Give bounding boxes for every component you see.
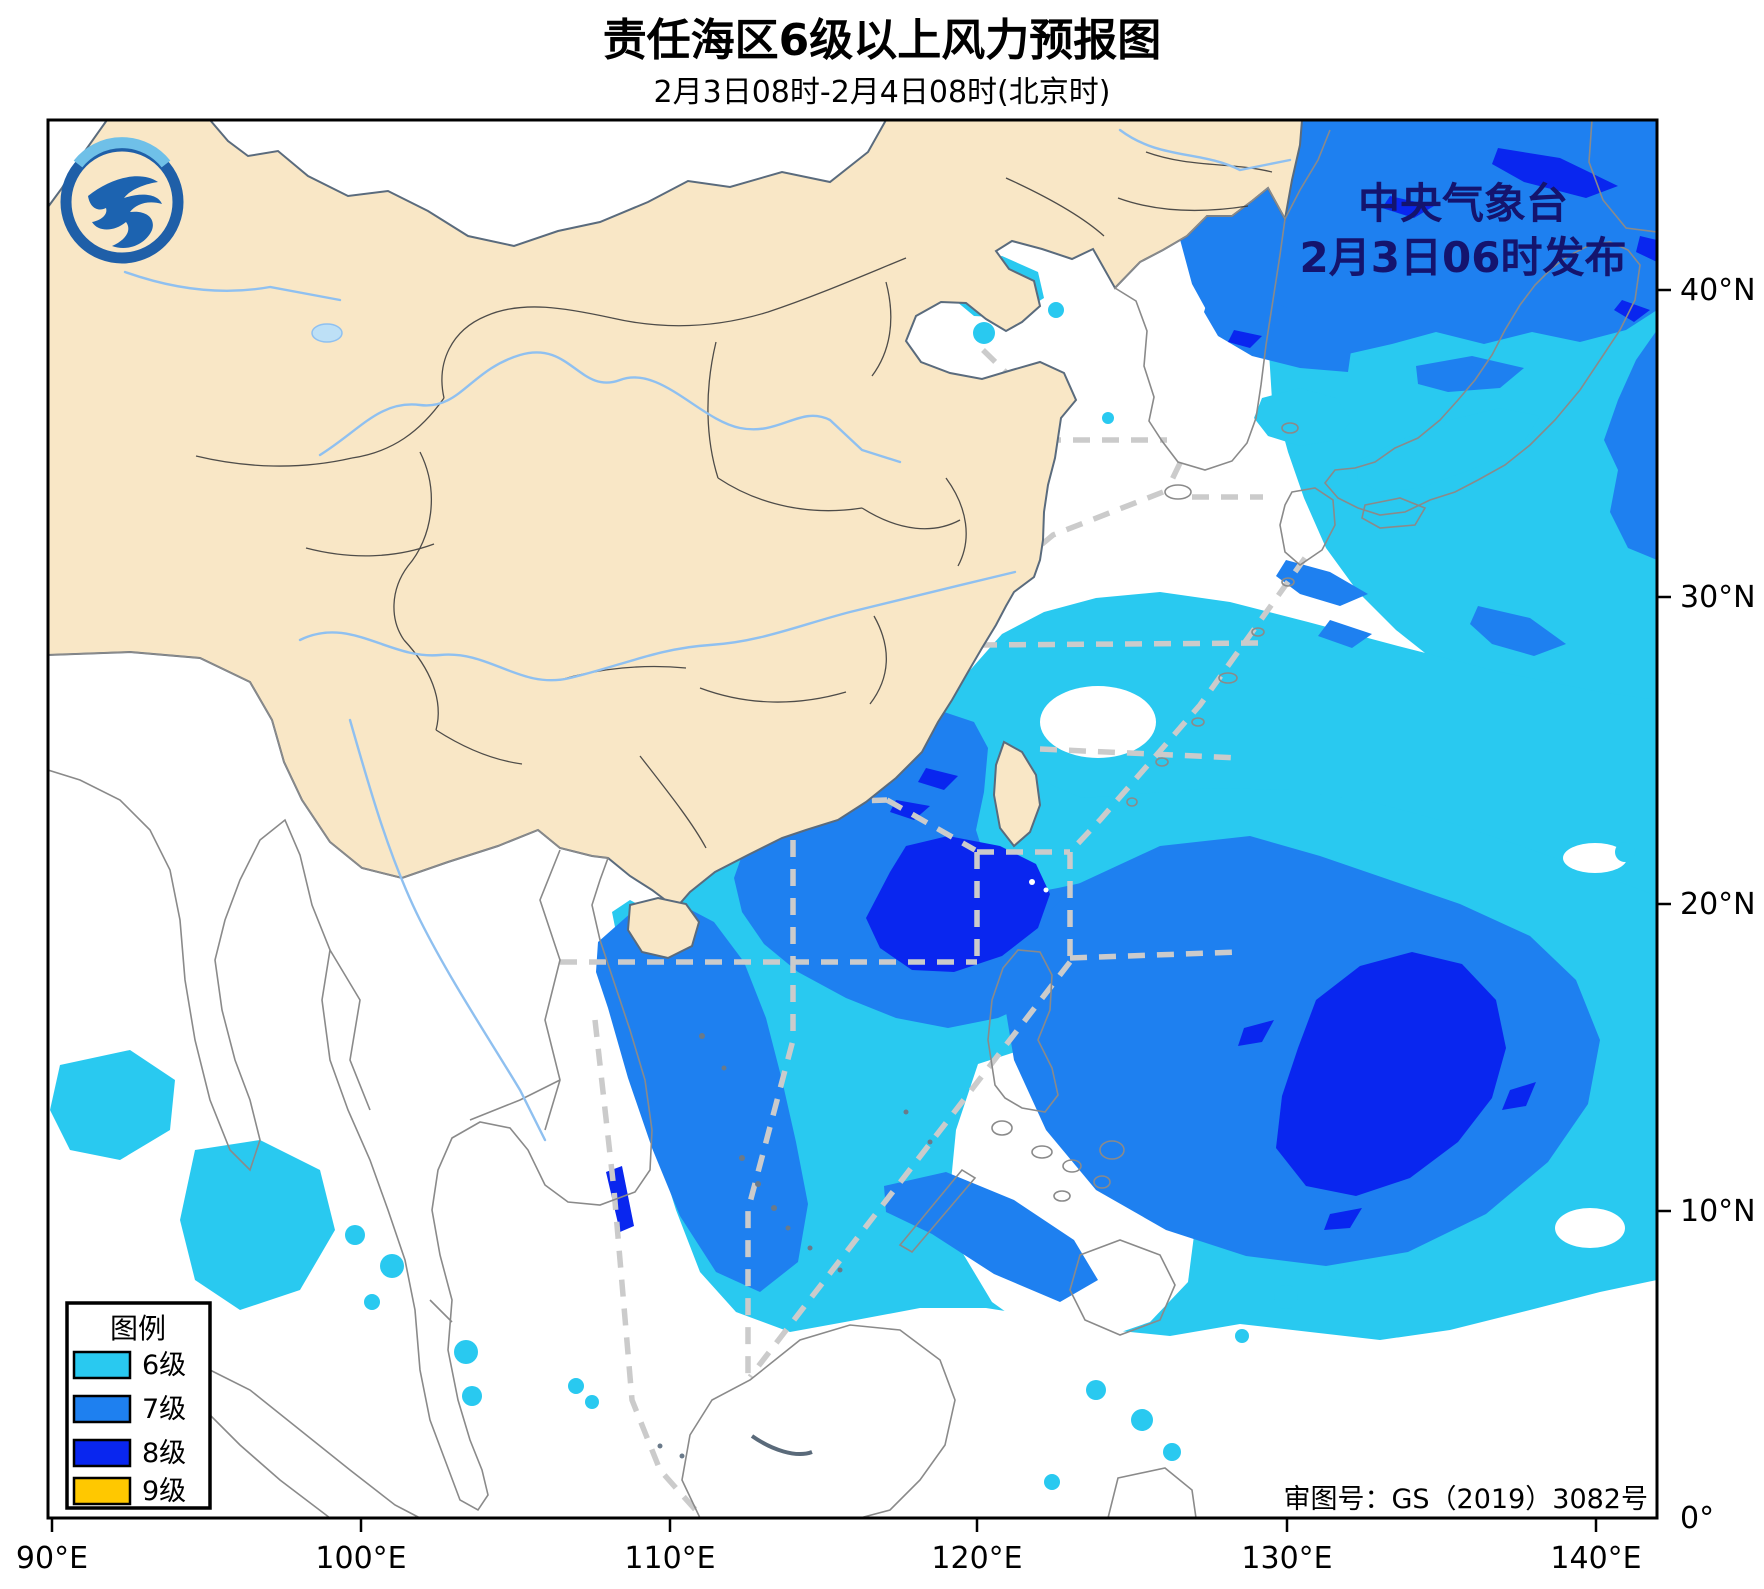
lon-tick-120: 120°E — [931, 1541, 1022, 1576]
review-number: 审图号：GS（2019）3082号 — [1284, 1484, 1649, 1515]
legend-label-8: 8级 — [142, 1438, 186, 1469]
cma-logo — [60, 137, 184, 264]
foreign-borders — [329, 129, 1331, 1323]
longitude-axis: 90°E 100°E 110°E 120°E 130°E 140°E — [16, 1518, 1642, 1576]
legend-label-9: 9级 — [142, 1476, 186, 1507]
rivers — [123, 128, 1292, 1142]
reef-line — [750, 1434, 813, 1457]
lat-tick-10: 10°N — [1680, 1194, 1756, 1229]
legend-label-6: 6级 — [142, 1350, 186, 1381]
qinghai-lake — [311, 323, 343, 343]
hainan-island — [626, 896, 701, 960]
lat-tick-0: 0° — [1680, 1501, 1714, 1536]
reef-specks — [657, 1033, 933, 1459]
logo-dragon-swirl — [88, 176, 162, 249]
page-subtitle: 2月3日08时-2月4日08时(北京时) — [654, 75, 1111, 110]
issuer-line1: 中央气象台 — [1358, 179, 1568, 228]
issuer-line2: 2月3日06时发布 — [1300, 233, 1627, 282]
lat-tick-40: 40°N — [1680, 273, 1756, 308]
map-frame — [46, 118, 1659, 1520]
legend-swatch-9 — [72, 1476, 132, 1506]
lon-tick-110: 110°E — [624, 1541, 715, 1576]
taiwan-island — [992, 740, 1042, 848]
legend-label-7: 7级 — [142, 1394, 186, 1425]
legend-box: 图例 6级 7级 8级 9级 — [65, 1301, 212, 1510]
legend-title: 图例 — [110, 1312, 166, 1345]
lat-tick-30: 30°N — [1680, 580, 1756, 615]
logo-highlight-arc — [73, 137, 171, 168]
core-white-specks — [1029, 879, 1049, 893]
latitude-axis: 40°N 30°N 20°N 10°N 0° — [1657, 273, 1756, 1536]
page-title: 责任海区6级以上风力预报图 — [603, 15, 1162, 66]
lon-tick-130: 130°E — [1241, 1541, 1332, 1576]
cyan-dot — [1615, 842, 1635, 862]
lon-tick-90: 90°E — [16, 1541, 88, 1576]
legend-swatch-6 — [72, 1350, 132, 1380]
lon-tick-100: 100°E — [315, 1541, 406, 1576]
wind-level8-areas — [606, 148, 1657, 1232]
lon-tick-140: 140°E — [1550, 1541, 1641, 1576]
lat-tick-20: 20°N — [1680, 887, 1756, 922]
legend-swatch-7 — [72, 1394, 132, 1424]
legend-swatch-8 — [72, 1438, 132, 1468]
